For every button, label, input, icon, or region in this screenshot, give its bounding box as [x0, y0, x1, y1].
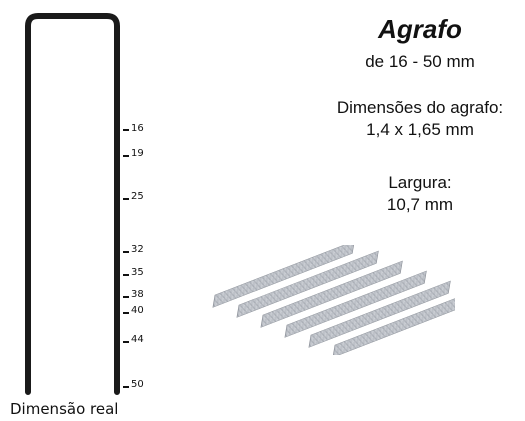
width-label: Largura:	[388, 173, 452, 192]
dimensions-value: 1,4 x 1,65 mm	[366, 120, 474, 139]
staple-strip	[284, 270, 427, 338]
actual-size-caption: Dimensão real	[10, 400, 119, 418]
scale-tick	[123, 296, 129, 298]
staple-strip	[260, 260, 403, 328]
scale-tick	[123, 312, 129, 314]
scale-tick	[123, 341, 129, 343]
scale-tick	[123, 274, 129, 276]
scale-tick	[123, 386, 129, 388]
dimensions-label: Dimensões do agrafo:	[336, 98, 504, 117]
scale-label-40: 40	[131, 305, 144, 316]
scale-tick	[123, 198, 129, 200]
length-range: de 16 - 50 mm	[365, 52, 475, 71]
staple-strips-image	[212, 245, 455, 355]
staple-outline	[25, 13, 120, 395]
scale-label-44: 44	[131, 334, 144, 345]
staple-strip	[236, 250, 379, 318]
staple-strip	[212, 245, 355, 308]
scale-label-25: 25	[131, 191, 144, 202]
scale-tick	[123, 129, 129, 131]
scale-label-19: 19	[131, 148, 144, 159]
width-value: 10,7 mm	[386, 195, 454, 214]
scale-label-50: 50	[131, 379, 144, 390]
scale-label-16: 16	[131, 123, 144, 134]
staple-strip	[308, 280, 451, 348]
scale-tick	[123, 251, 129, 253]
staple-strip	[332, 290, 455, 355]
scale-label-35: 35	[131, 267, 144, 278]
scale-label-38: 38	[131, 289, 144, 300]
scale-label-32: 32	[131, 244, 144, 255]
scale-tick	[123, 155, 129, 157]
product-title: Agrafo	[378, 14, 462, 44]
